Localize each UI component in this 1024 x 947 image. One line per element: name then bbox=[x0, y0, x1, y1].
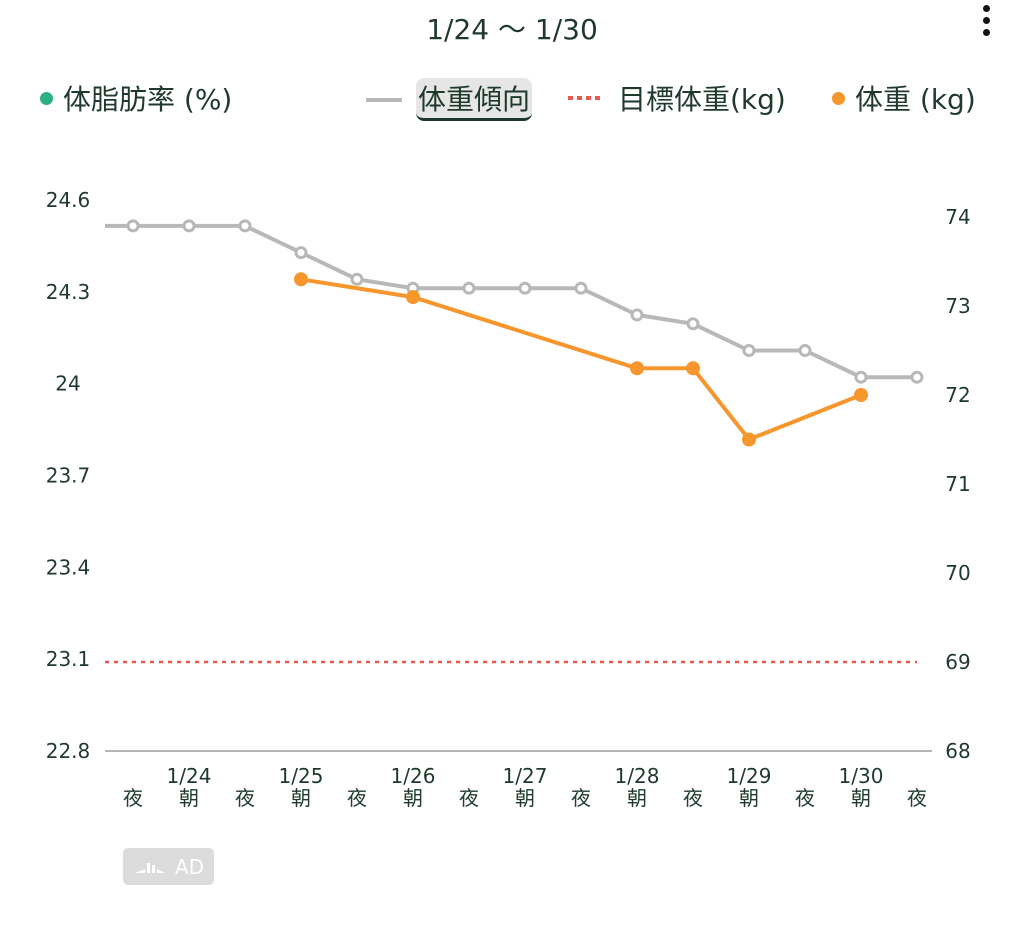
x-date-label: 1/24 bbox=[167, 764, 212, 788]
x-date-label: 1/27 bbox=[503, 764, 548, 788]
x-slot-label: 夜 bbox=[347, 786, 367, 810]
legend-label: 目標体重(kg) bbox=[618, 83, 786, 116]
x-slot-label: 夜 bbox=[795, 786, 815, 810]
gray-line-icon bbox=[366, 97, 402, 102]
x-slot-label: 夜 bbox=[123, 786, 143, 810]
orange-dot-icon bbox=[832, 91, 845, 105]
left-axis-tick: 23.1 bbox=[46, 647, 91, 671]
date-range-title: 1/24 〜 1/30 bbox=[426, 13, 598, 46]
x-slot-label: 朝 bbox=[179, 786, 199, 810]
trend-point bbox=[910, 370, 924, 384]
right-axis-tick: 70 bbox=[945, 561, 970, 585]
x-slot-label: 朝 bbox=[739, 786, 759, 810]
ad-label: AD bbox=[174, 854, 205, 879]
trend-point bbox=[518, 281, 532, 295]
right-axis-tick: 71 bbox=[945, 472, 970, 496]
weight-point bbox=[630, 361, 644, 376]
x-slot-label: 朝 bbox=[627, 786, 647, 810]
left-axis-tick: 22.8 bbox=[46, 739, 91, 763]
right-axis-tick: 74 bbox=[945, 205, 970, 229]
left-axis-tick: 24.6 bbox=[46, 188, 91, 212]
right-axis-tick: 69 bbox=[945, 650, 970, 674]
left-axis-tick: 24.3 bbox=[46, 280, 91, 304]
weight-point bbox=[742, 432, 756, 447]
green-dot-icon bbox=[40, 91, 53, 105]
chart-legend: 体脂肪率 (%) 体重傾向 目標体重(kg) 体重 (kg) bbox=[0, 78, 1024, 121]
trend-point bbox=[630, 308, 644, 322]
weight-point bbox=[406, 290, 420, 305]
weight-trend-line bbox=[105, 223, 917, 380]
x-slot-label: 夜 bbox=[907, 786, 927, 810]
dotted-line-icon bbox=[568, 96, 604, 100]
legend-label: 体脂肪率 (%) bbox=[63, 83, 233, 116]
trend-point bbox=[182, 219, 196, 233]
weight-point bbox=[294, 272, 308, 287]
x-date-label: 1/25 bbox=[279, 764, 324, 788]
trend-point bbox=[574, 281, 588, 295]
left-axis-tick: 23.7 bbox=[46, 464, 91, 488]
weight-point bbox=[854, 388, 868, 402]
weight-point bbox=[686, 361, 700, 376]
legend-label: 体重傾向 bbox=[416, 78, 533, 121]
legend-target-weight[interactable]: 目標体重(kg) bbox=[568, 78, 786, 118]
x-slot-label: 夜 bbox=[571, 786, 591, 810]
x-date-label: 1/26 bbox=[391, 764, 436, 788]
trend-point bbox=[462, 281, 476, 295]
right-axis-tick: 72 bbox=[945, 383, 970, 407]
ad-logo-icon bbox=[134, 862, 165, 873]
weight-line bbox=[300, 277, 862, 442]
trend-point bbox=[294, 246, 308, 260]
x-slot-label: 朝 bbox=[403, 786, 423, 810]
trend-point bbox=[686, 317, 700, 331]
trend-point bbox=[854, 370, 868, 384]
trend-point bbox=[238, 219, 252, 233]
legend-label: 体重 (kg) bbox=[855, 83, 976, 116]
x-slot-label: 夜 bbox=[683, 786, 703, 810]
x-slot-label: 朝 bbox=[851, 786, 871, 810]
trend-point bbox=[126, 219, 140, 233]
right-axis-tick: 73 bbox=[945, 294, 970, 318]
ad-badge[interactable]: AD bbox=[123, 848, 214, 885]
trend-point bbox=[350, 272, 364, 286]
x-slot-label: 朝 bbox=[515, 786, 535, 810]
x-date-label: 1/28 bbox=[615, 764, 660, 788]
trend-point bbox=[742, 344, 756, 357]
more-vertical-icon[interactable] bbox=[976, 2, 996, 38]
x-slot-label: 夜 bbox=[235, 786, 255, 810]
x-slot-label: 夜 bbox=[459, 786, 479, 810]
x-date-label: 1/30 bbox=[839, 764, 884, 788]
x-date-label: 1/29 bbox=[727, 764, 772, 788]
weight-chart: 24.6 24.3 24 23.7 23.4 23.1 22.8 74 73 72 71 70 69 68… bbox=[46, 188, 971, 810]
trend-point bbox=[798, 344, 812, 357]
x-slot-label: 朝 bbox=[291, 786, 311, 810]
legend-weight[interactable]: 体重 (kg) bbox=[832, 78, 976, 118]
right-axis-tick: 68 bbox=[945, 739, 970, 763]
legend-body-fat[interactable]: 体脂肪率 (%) bbox=[40, 78, 232, 118]
left-axis-tick: 24 bbox=[55, 372, 80, 396]
left-axis-tick: 23.4 bbox=[46, 555, 91, 579]
legend-weight-trend[interactable]: 体重傾向 bbox=[366, 78, 533, 121]
